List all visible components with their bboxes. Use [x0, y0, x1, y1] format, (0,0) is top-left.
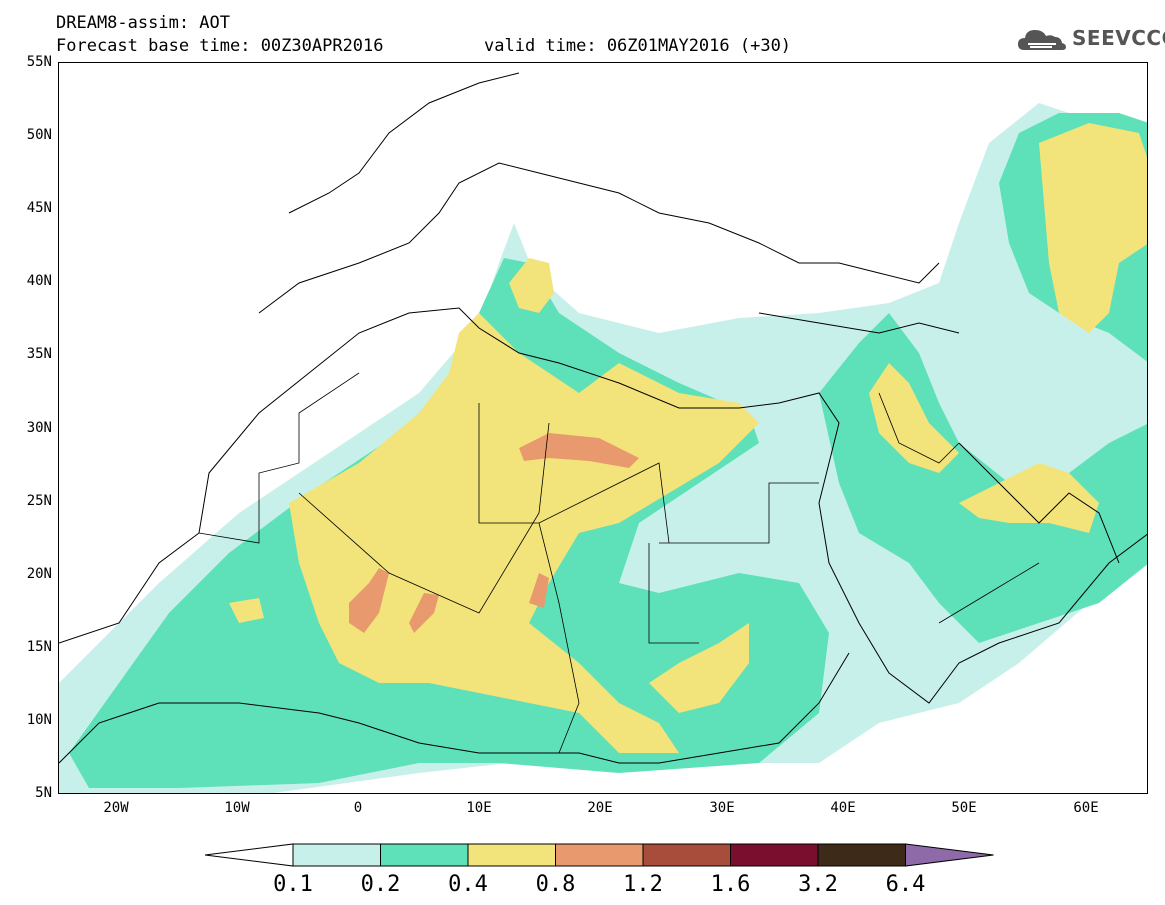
colorbar-tick-label: 0.2 — [360, 872, 401, 897]
lon-label: 50E — [951, 800, 977, 816]
colorbar — [205, 843, 994, 867]
base-time-label: Forecast base time: 00Z30APR2016 — [56, 36, 384, 56]
lat-label: 25N — [26, 493, 52, 509]
colorbar-swatch — [817, 843, 906, 867]
aot-contour-0.8 — [519, 433, 639, 468]
colorbar-tick-label: 0.4 — [448, 872, 488, 897]
lat-label: 35N — [26, 346, 52, 362]
lon-label: 10E — [466, 800, 492, 816]
aot-contour-0.4 — [959, 463, 1099, 533]
aot-contour-0.4 — [1039, 123, 1147, 333]
colorbar-swatch — [467, 843, 556, 867]
colorbar-tick-label: 6.4 — [885, 872, 926, 897]
logo-text: SEEVCCC — [1072, 26, 1165, 50]
aot-field-map — [59, 72, 1147, 793]
lon-label: 0 — [353, 800, 363, 816]
map-panel — [58, 62, 1148, 794]
aot-contour-0.4 — [229, 598, 264, 623]
aot-contour-0.4 — [289, 313, 759, 753]
lon-label: 10W — [224, 800, 250, 816]
lon-label: 20E — [587, 800, 613, 816]
lat-label: 5N — [35, 785, 52, 801]
lat-label: 15N — [26, 639, 52, 655]
colorbar-under-arrow — [205, 843, 294, 867]
colorbar-swatch — [642, 843, 731, 867]
colorbar-tick-label: 0.1 — [273, 872, 313, 897]
lat-label: 30N — [26, 420, 52, 436]
lon-label: 20W — [103, 800, 129, 816]
lat-label: 20N — [26, 566, 52, 582]
cloud-icon — [1018, 30, 1066, 50]
aot-contour-0.8 — [409, 593, 439, 633]
colorbar-tick-label: 1.2 — [623, 872, 663, 897]
country-borders — [198, 372, 1040, 754]
valid-time-label: valid time: 06Z01MAY2016 (+30) — [484, 36, 792, 56]
colorbar-over-arrow — [905, 843, 994, 867]
lon-label: 60E — [1073, 800, 1099, 816]
lon-label: 40E — [830, 800, 856, 816]
lat-label: 10N — [26, 712, 52, 728]
aot-contour-0.4 — [509, 258, 554, 313]
lat-label: 55N — [26, 54, 52, 70]
colorbar-tick-label: 3.2 — [798, 872, 838, 897]
coastlines — [59, 72, 1147, 764]
colorbar-swatch — [555, 843, 644, 867]
colorbar-swatch — [292, 843, 381, 867]
lon-label: 30E — [709, 800, 735, 816]
aot-contour-0.8 — [349, 568, 389, 633]
lat-label: 50N — [26, 127, 52, 143]
lat-label: 45N — [26, 200, 52, 216]
colorbar-swatch — [380, 843, 469, 867]
aot-contour-0.4 — [649, 623, 749, 713]
title-line-1: DREAM8-assim: AOT — [56, 13, 230, 33]
lat-label: 40N — [26, 273, 52, 289]
colorbar-swatch — [730, 843, 819, 867]
colorbar-tick-label: 0.8 — [535, 872, 576, 897]
colorbar-tick-label: 1.6 — [710, 872, 751, 897]
aot-contour-0.4 — [869, 363, 959, 473]
aot-contour-0.8 — [529, 573, 549, 608]
